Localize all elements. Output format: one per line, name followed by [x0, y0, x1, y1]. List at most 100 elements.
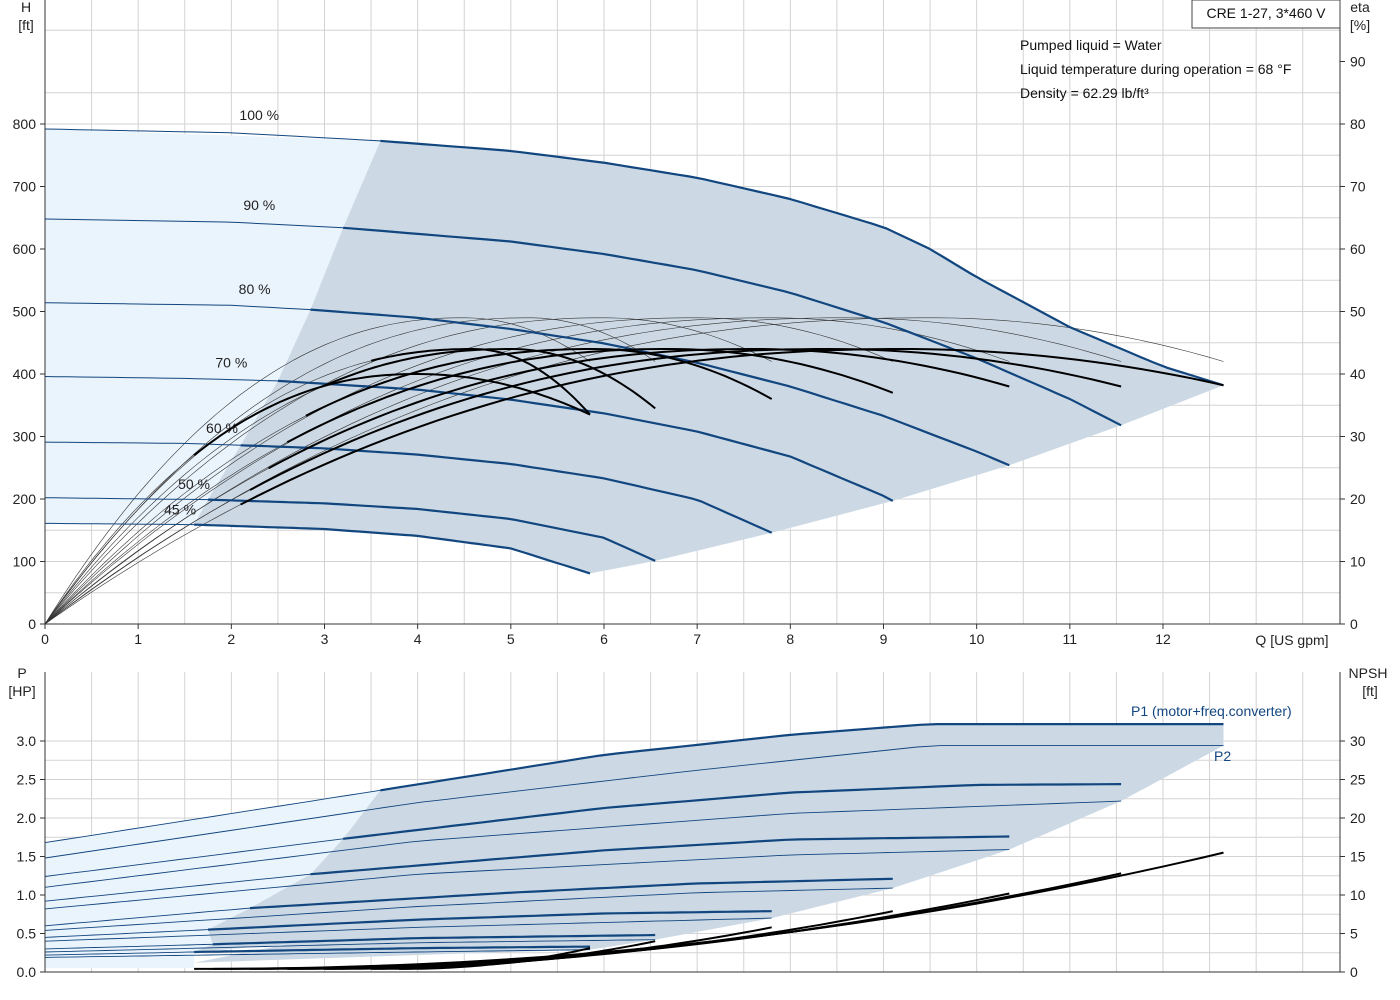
p1-curve-thin — [44, 929, 209, 938]
p1-curve — [310, 835, 1010, 876]
head-curve — [343, 226, 1122, 427]
p2-curve — [44, 745, 1224, 859]
x-tick-label: 8 — [786, 631, 794, 647]
y2-tick-label: 0 — [1350, 616, 1358, 632]
y-tick-label: 400 — [13, 366, 37, 382]
x-tick-label: 3 — [321, 631, 329, 647]
eta-curve-thin-start — [44, 489, 251, 625]
npsh-tick-label: 20 — [1350, 810, 1366, 826]
p2-curve — [44, 800, 1122, 888]
p1-curve — [207, 910, 772, 931]
eta-curve — [193, 373, 591, 457]
y-tick-label: 700 — [13, 179, 37, 195]
npsh-tick-label: 25 — [1350, 772, 1366, 788]
eta-curve — [268, 348, 1010, 470]
eta-curve-thin — [44, 317, 1122, 625]
head-efficiency-panel: 100 %90 %80 %70 %60 %50 %45 %0 1 2 3 4 5 6 7 8 9 1… — [13, 0, 1366, 647]
head-curve-thin — [44, 376, 278, 382]
x-tick-label: 5 — [507, 631, 515, 647]
y-tick-label: 300 — [13, 429, 37, 445]
x-tick-label: 2 — [227, 631, 235, 647]
x-tick-label: 9 — [880, 631, 888, 647]
low-flow-region — [45, 129, 381, 525]
y-tick-label: 200 — [13, 491, 37, 507]
p1-curve-thin — [44, 838, 344, 877]
npsh-tick-label: 15 — [1350, 849, 1366, 865]
speed-label: 80 % — [239, 281, 271, 297]
head-curve-thin — [44, 218, 344, 229]
speed-label: 90 % — [243, 197, 275, 213]
y2-axis-unit-npsh: [ft] — [1362, 683, 1378, 699]
eta-curve — [370, 348, 591, 416]
y-tick-label: 500 — [13, 304, 37, 320]
eta-curve-thin — [44, 317, 1010, 625]
p-tick-label: 1.0 — [17, 887, 37, 903]
head-curve-thin — [45, 497, 209, 501]
y-tick-label: 0 — [28, 616, 36, 632]
p1-curve — [342, 783, 1122, 840]
eta-curve — [240, 348, 1224, 506]
npsh-tick-label: 5 — [1350, 926, 1358, 942]
legend-p1: P1 (motor+freq.converter) — [1131, 703, 1292, 719]
npsh-curve — [399, 947, 591, 970]
speed-label: 60 % — [206, 420, 238, 436]
note-liquid: Pumped liquid = Water — [1020, 37, 1162, 53]
note-density: Density = 62.29 lb/ft³ — [1020, 85, 1149, 101]
p-tick-label: 1.5 — [17, 849, 37, 865]
x-tick-label: 12 — [1155, 631, 1171, 647]
p1-curve-thin — [44, 951, 195, 956]
x-tick-label: 0 — [41, 631, 49, 647]
head-curve-thin — [44, 302, 311, 311]
eta-curve — [324, 348, 656, 410]
p1-curve — [212, 933, 656, 946]
eta-curve-thin-start — [44, 415, 307, 625]
eta-curve — [286, 348, 894, 444]
p1-curve-thin — [44, 943, 213, 950]
p2-curve — [44, 939, 656, 953]
y2-tick-label: 60 — [1350, 241, 1366, 257]
y2-tick-label: 70 — [1350, 179, 1366, 195]
p-tick-label: 2.0 — [17, 810, 37, 826]
p2-curve — [44, 949, 591, 958]
eta-curve-thin — [44, 317, 1224, 625]
y-axis-unit-p: [HP] — [8, 683, 35, 699]
power-npsh-panel: 0.0 0.5 1.0 1.5 2.0 2.5 3.0 0 5 10 15 20 25 30 — [17, 672, 1366, 980]
x-tick-label: 10 — [969, 631, 985, 647]
eta-curve-thin — [44, 317, 772, 625]
head-curve — [194, 523, 591, 575]
y-tick-label: 600 — [13, 241, 37, 257]
y2-tick-label: 90 — [1350, 54, 1366, 70]
x-tick-label: 1 — [134, 631, 142, 647]
y2-tick-label: 50 — [1350, 304, 1366, 320]
p1-curve-thin — [44, 789, 381, 844]
y-tick-label: 800 — [13, 116, 37, 132]
p2-curve — [44, 849, 1010, 910]
p2-curve — [44, 887, 893, 931]
title-box — [1191, 0, 1341, 29]
head-curve — [380, 139, 1224, 387]
note-temperature: Liquid temperature during operation = 68… — [1020, 61, 1291, 77]
speed-label: 50 % — [178, 476, 210, 492]
eta-curve-thin — [44, 317, 591, 625]
eta-curve-thin-start — [44, 455, 195, 625]
speed-label: 70 % — [215, 355, 247, 371]
y-tick-label: 100 — [13, 554, 37, 570]
y2-tick-label: 20 — [1350, 491, 1366, 507]
y2-tick-label: 30 — [1350, 429, 1366, 445]
p1-curve — [249, 877, 893, 910]
npsh-tick-label: 30 — [1350, 733, 1366, 749]
npsh-tick-label: 10 — [1350, 887, 1366, 903]
operating-area — [194, 140, 1224, 574]
y2-tick-label: 40 — [1350, 366, 1366, 382]
speed-label: 45 % — [164, 501, 196, 517]
y2-tick-label: 10 — [1350, 554, 1366, 570]
y2-axis-label-eta: eta — [1350, 0, 1370, 15]
head-curve — [207, 498, 656, 562]
head-curve-thin — [44, 128, 381, 142]
eta-curve-thin-start — [44, 385, 325, 625]
p1-curve — [194, 945, 591, 954]
p-tick-label: 3.0 — [17, 733, 37, 749]
y-axis-unit-h: [ft] — [18, 17, 34, 33]
y-axis-label-p: P — [17, 665, 26, 681]
